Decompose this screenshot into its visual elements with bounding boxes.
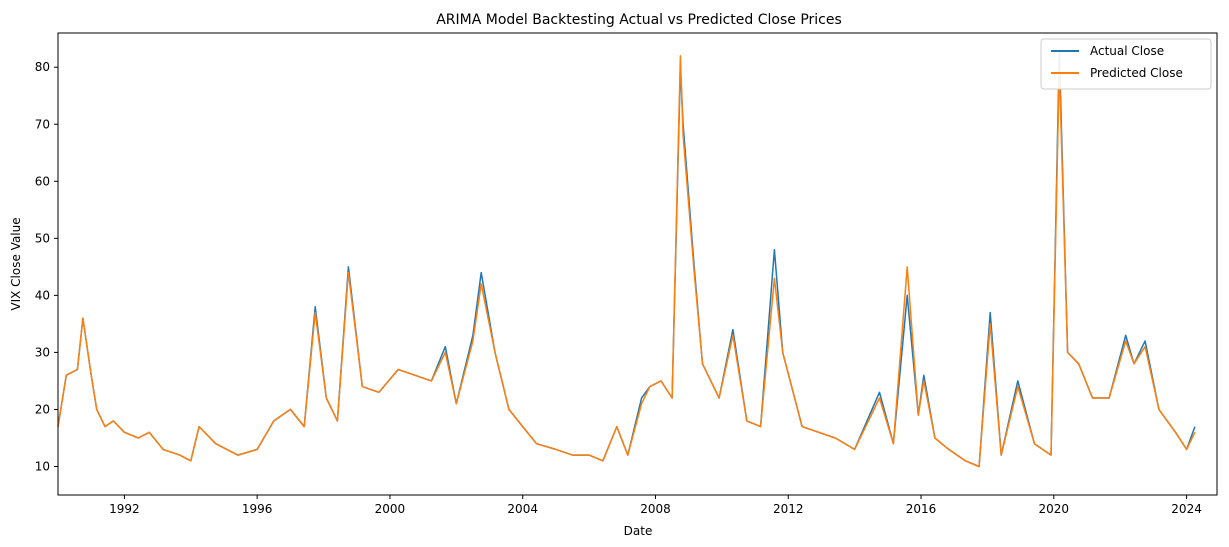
y-tick-label-50: 50 bbox=[35, 231, 50, 245]
legend-label-predicted: Predicted Close bbox=[1090, 66, 1183, 80]
y-tick-label-20: 20 bbox=[35, 402, 50, 416]
x-axis-label: Date bbox=[624, 524, 653, 538]
y-tick-label-10: 10 bbox=[35, 459, 50, 473]
series-line-predicted bbox=[57, 55, 1196, 468]
x-tick-label-2016: 2016 bbox=[906, 502, 937, 516]
x-tick-label-2020: 2020 bbox=[1039, 502, 1070, 516]
plot-area bbox=[57, 32, 1218, 496]
y-tick-label-60: 60 bbox=[35, 174, 50, 188]
y-axis: 10 20 30 40 50 60 70 80 bbox=[35, 60, 58, 473]
x-tick-label-2004: 2004 bbox=[507, 502, 538, 516]
y-tick-label-40: 40 bbox=[35, 288, 50, 302]
x-tick-label-2000: 2000 bbox=[375, 502, 406, 516]
y-tick-label-30: 30 bbox=[35, 345, 50, 359]
x-tick-label-2008: 2008 bbox=[640, 502, 671, 516]
chart-title: ARIMA Model Backtesting Actual vs Predic… bbox=[436, 12, 842, 28]
plot-frame bbox=[57, 32, 1218, 496]
legend-label-actual: Actual Close bbox=[1090, 44, 1164, 58]
x-tick-label-1996: 1996 bbox=[242, 502, 273, 516]
series-layer bbox=[57, 49, 1196, 468]
y-tick-label-80: 80 bbox=[35, 60, 50, 74]
legend-box bbox=[1040, 38, 1212, 90]
x-tick-label-2024: 2024 bbox=[1171, 502, 1202, 516]
y-axis-label: VIX Close Value bbox=[9, 217, 23, 310]
x-axis: 1992 1996 2000 2004 2008 2012 2016 2020 2024 bbox=[109, 495, 1202, 516]
legend: Actual Close Predicted Close bbox=[1040, 38, 1212, 90]
y-tick-label-70: 70 bbox=[35, 117, 50, 131]
x-tick-label-1992: 1992 bbox=[109, 502, 140, 516]
x-tick-label-2012: 2012 bbox=[773, 502, 804, 516]
